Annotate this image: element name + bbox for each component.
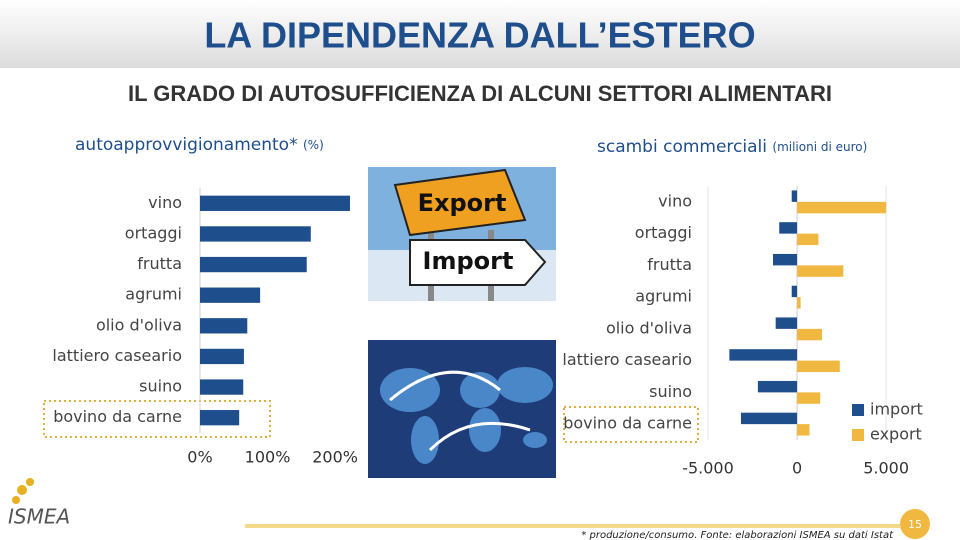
bar [200,379,244,395]
y-tick-label: ortaggi [125,223,182,242]
logo-text: ISMEA [8,505,70,529]
highlight-box [43,400,271,438]
x-tick-label: -5.000 [682,459,734,478]
y-tick-label: bovino da carne [563,414,692,433]
y-tick-label: frutta [647,255,692,274]
bar [779,222,798,234]
bar [200,287,261,303]
bar [757,380,798,393]
bar [200,348,244,365]
bar [797,328,822,341]
x-tick-label: 100% [245,448,291,467]
slide-subtitle: IL GRADO DI AUTOSUFFICIENZA DI ALCUNI SE… [128,81,832,106]
page-number: 15 [908,518,922,531]
y-tick-label: frutta [137,254,182,273]
sign-text: Export [418,189,507,217]
y-tick-label: suino [649,382,692,401]
bar [797,392,821,404]
x-tick-label: 0% [187,448,212,467]
slide-title: LA DIPENDENZA DALL’ESTERO [204,15,755,56]
x-tick-label: 0 [792,459,802,478]
bar [797,233,819,246]
chart-title: autoapprovvigionamento* (%) [75,135,324,155]
page-badge [900,509,930,539]
y-tick-label: agrumi [125,285,182,304]
bar [797,265,844,277]
bar [740,412,798,425]
logo: ISMEA [8,478,70,529]
legend-swatch [852,404,864,416]
bar [200,256,307,273]
sign-text: Import [423,247,514,275]
y-tick-label: lattiero caseario [562,350,692,369]
legend-label: export [870,425,922,444]
y-tick-label: vino [658,191,692,210]
bar [791,285,798,298]
highlight-box [563,406,699,443]
world-map-image [368,340,556,478]
y-tick-label: olio d'oliva [96,315,182,334]
bar [200,318,248,334]
y-tick-label: suino [139,377,182,396]
bar [729,349,798,361]
y-tick-label: olio d'oliva [606,318,692,337]
bar [791,190,798,202]
bar [200,226,311,242]
x-tick-label: 5.000 [863,459,909,478]
bar [773,253,798,266]
y-tick-label: lattiero caseario [52,346,182,365]
bar [797,424,810,436]
x-tick-label: 200% [312,448,358,467]
bar [797,360,840,373]
chart-title: scambi commerciali (milioni di euro) [597,137,867,157]
bar [200,410,240,426]
bar [797,201,887,214]
y-tick-label: ortaggi [635,223,692,242]
y-tick-label: vino [148,193,182,212]
header-band [0,0,960,68]
y-tick-label: agrumi [635,287,692,306]
legend-label: import [870,400,923,419]
bar [797,297,801,309]
footnote: * produzione/consumo. Fonte: elaborazion… [581,530,894,540]
y-tick-label: bovino da carne [53,407,182,426]
export-import-image: Export Import [368,167,556,301]
legend-swatch [852,429,864,441]
bar [200,195,350,211]
bar [775,317,798,329]
